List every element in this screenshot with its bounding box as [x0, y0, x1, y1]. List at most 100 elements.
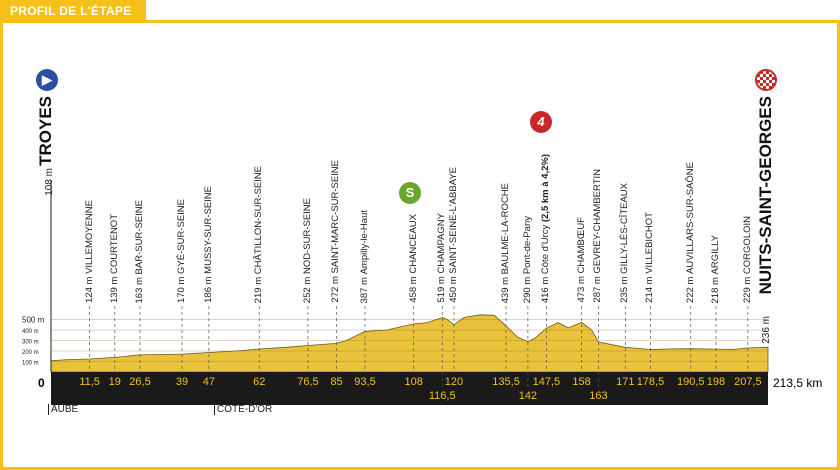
start-play-icon: ▶	[36, 69, 58, 91]
finish-altitude: 236 m	[761, 316, 772, 344]
waypoint-label: 458 m CHANCEAUX	[408, 214, 419, 303]
waypoint-label: 439 m BAULME-LA-ROCHE	[500, 183, 511, 303]
waypoint-altitude: 290 m	[521, 276, 533, 303]
km-band	[51, 372, 768, 405]
km-label: 116,5	[428, 390, 456, 402]
climb-category-icon: 4	[530, 111, 552, 133]
waypoint-name: ARGILLY	[709, 234, 721, 274]
y-tick-label: 300 m	[22, 340, 39, 346]
waypoint-altitude: 218 m	[709, 276, 721, 303]
waypoint-altitude: 450 m	[447, 276, 459, 303]
km-label: 135,5	[492, 376, 520, 388]
km-label: 171	[616, 376, 635, 388]
km-label: 62	[253, 376, 266, 388]
waypoint-label: 252 m NOD-SUR-SEINE	[302, 198, 313, 303]
waypoint-altitude: 222 m	[684, 276, 696, 303]
waypoint-label: 290 m Pont-de-Pany	[522, 216, 533, 303]
department-cote-dor: CÔTE-D'OR	[214, 404, 272, 415]
waypoint-altitude: 139 m	[108, 276, 120, 303]
origin-km: 0	[38, 376, 45, 390]
waypoint-altitude: 252 m	[301, 276, 313, 303]
waypoint-label: 218 m ARGILLY	[710, 235, 721, 303]
waypoint-label: 416 m Côte d'Urcy (2,5 km à 4,2%)	[540, 154, 551, 303]
waypoint-altitude: 235 m	[619, 276, 631, 303]
y-tick-label: 500 m	[22, 316, 45, 325]
start-altitude: 108 m	[44, 168, 55, 196]
km-label: 47	[202, 376, 215, 388]
finish-town: NUITS-SAINT-GEORGES	[756, 96, 775, 295]
km-label: 178,5	[636, 376, 665, 388]
waypoint-name: COURTENOT	[108, 213, 120, 274]
sprint-icon: S	[399, 182, 421, 204]
waypoint-name: MUSSY-SUR-SEINE	[202, 186, 214, 274]
waypoint-name: CHAMPAGNY	[436, 213, 448, 274]
km-label: 147,5	[532, 376, 561, 388]
y-tick-label: 200 m	[22, 350, 39, 356]
waypoint-name: BAR-SUR-SEINE	[133, 199, 145, 274]
waypoint-name: GYÉ-SUR-SEINE	[175, 198, 187, 274]
waypoint-name: NOD-SUR-SEINE	[301, 197, 313, 274]
finish-km: 213,5 km	[773, 376, 823, 390]
waypoint-name: Pont-de-Pany	[521, 215, 533, 274]
frame-border	[0, 20, 840, 470]
department-aube: AUBE	[48, 404, 78, 415]
waypoint-altitude: 186 m	[202, 276, 214, 303]
elevation-profile	[50, 314, 769, 373]
waypoint-label: 124 m VILLEMOYENNE	[84, 200, 95, 303]
waypoint-label: 235 m GILLY-LÈS-CÎTEAUX	[619, 183, 630, 303]
km-label: 207,5	[734, 376, 762, 388]
waypoint-altitude: 163 m	[133, 276, 145, 303]
waypoint-label: 186 m MUSSY-SUR-SEINE	[203, 186, 214, 303]
waypoint-altitude: 416 m	[540, 276, 552, 303]
waypoint-label: 170 m GYÉ-SUR-SEINE	[176, 199, 187, 303]
waypoint-label: 473 m CHAMBŒUF	[576, 217, 587, 303]
waypoint-altitude: 219 m	[253, 276, 265, 303]
km-label: 19	[108, 376, 121, 388]
km-label: 158	[572, 376, 591, 388]
waypoint-altitude: 229 m	[741, 276, 753, 303]
km-label: 142	[518, 390, 538, 402]
waypoint-altitude: 519 m	[436, 276, 448, 303]
km-label: 163	[589, 390, 608, 402]
km-label: 11,5	[79, 376, 100, 388]
waypoint-altitude: 387 m	[359, 276, 370, 303]
waypoint-name: BAULME-LA-ROCHE	[500, 182, 512, 274]
page-title: PROFIL DE L'ÉTAPE	[0, 0, 146, 23]
waypoint-altitude: 439 m	[500, 276, 512, 303]
km-label: 26,5	[129, 376, 151, 388]
waypoint-name: GEVREY-CHAMBERTIN	[592, 169, 604, 274]
waypoint-name: CHÂTILLON-SUR-SEINE	[253, 165, 265, 274]
waypoint-name: AUVILLARS-SUR-SAÔNE	[684, 162, 696, 274]
checkered-finish-icon	[755, 69, 777, 91]
km-label: 120	[444, 376, 464, 388]
km-label: 108	[404, 376, 423, 388]
waypoint-name: Côte d'Urcy	[540, 224, 552, 274]
waypoint-label: 229 m CORGOLOIN	[742, 216, 753, 303]
waypoint-name: VILLEBICHOT	[644, 212, 656, 274]
waypoint-label: 387 m Ampilly-le-Haut	[359, 210, 370, 303]
waypoint-altitude: 272 m	[330, 276, 342, 303]
waypoint-altitude: 287 m	[592, 276, 604, 303]
waypoint-name: SAINT-MARC-SUR-SEINE	[330, 160, 342, 274]
waypoint-name: Ampilly-le-Haut	[359, 209, 370, 274]
waypoint-altitude: 124 m	[83, 276, 95, 303]
waypoint-name: CHANCEAUX	[407, 214, 419, 274]
climb-detail: (2,5 km à 4,2%)	[540, 153, 552, 222]
km-label: 39	[175, 376, 189, 388]
waypoint-label: 287 m GEVREY-CHAMBERTIN	[592, 169, 603, 303]
km-label: 85	[330, 376, 343, 388]
waypoint-altitude: 458 m	[407, 276, 419, 303]
waypoint-label: 163 m BAR-SUR-SEINE	[134, 200, 145, 303]
waypoint-label: 450 m SAINT-SEINE-L'ABBAYE	[448, 167, 459, 303]
waypoint-name: GILLY-LÈS-CÎTEAUX	[619, 183, 631, 274]
y-tick-label: 400 m	[22, 329, 39, 335]
waypoint-altitude: 170 m	[175, 276, 187, 303]
km-label: 76,5	[297, 376, 319, 388]
waypoint-altitude: 214 m	[644, 276, 656, 303]
waypoint-label: 222 m AUVILLARS-SUR-SAÔNE	[685, 162, 696, 303]
start-town: TROYES	[36, 96, 55, 166]
km-label: 93,5	[354, 376, 376, 388]
waypoint-label: 214 m VILLEBICHOT	[644, 212, 655, 303]
